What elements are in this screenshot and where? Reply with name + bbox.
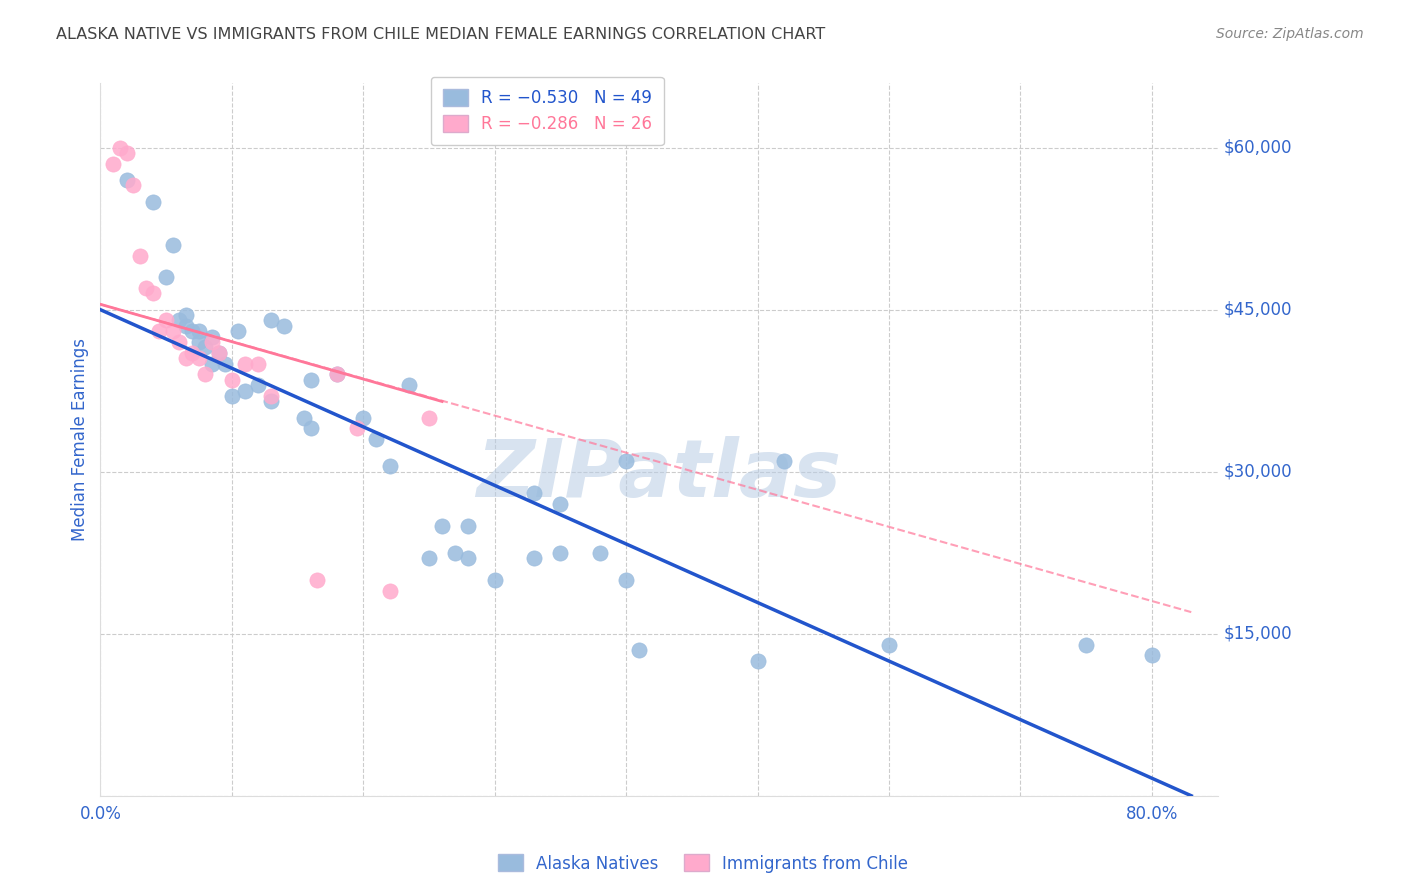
Point — [326, 368, 349, 382]
Point — [167, 335, 190, 350]
Point — [1140, 648, 1163, 663]
Text: $15,000: $15,000 — [1225, 624, 1292, 643]
Legend: R = −0.530   N = 49, R = −0.286   N = 26: R = −0.530 N = 49, R = −0.286 N = 26 — [430, 77, 664, 145]
Point — [194, 368, 217, 382]
Point — [148, 324, 170, 338]
Point — [523, 486, 546, 500]
Point — [614, 573, 637, 587]
Point — [174, 318, 197, 333]
Point — [162, 324, 184, 338]
Point — [346, 421, 368, 435]
Point — [221, 389, 243, 403]
Point — [201, 329, 224, 343]
Point — [366, 432, 388, 446]
Point — [233, 357, 256, 371]
Point — [201, 335, 224, 350]
Point — [155, 270, 177, 285]
Point — [208, 346, 231, 360]
Point — [378, 459, 401, 474]
Text: ZIPatlas: ZIPatlas — [477, 436, 841, 514]
Legend: Alaska Natives, Immigrants from Chile: Alaska Natives, Immigrants from Chile — [491, 847, 915, 880]
Point — [614, 454, 637, 468]
Point — [772, 454, 794, 468]
Point — [128, 249, 150, 263]
Point — [747, 654, 769, 668]
Point — [221, 373, 243, 387]
Y-axis label: Median Female Earnings: Median Female Earnings — [72, 338, 89, 541]
Point — [550, 546, 572, 560]
Point — [115, 146, 138, 161]
Point — [194, 341, 217, 355]
Point — [457, 551, 479, 566]
Point — [260, 394, 283, 409]
Point — [181, 324, 204, 338]
Point — [299, 373, 322, 387]
Point — [247, 357, 270, 371]
Point — [214, 357, 236, 371]
Point — [523, 551, 546, 566]
Text: Source: ZipAtlas.com: Source: ZipAtlas.com — [1216, 27, 1364, 41]
Point — [233, 384, 256, 398]
Point — [167, 313, 190, 327]
Text: $30,000: $30,000 — [1225, 463, 1292, 481]
Point — [352, 410, 374, 425]
Point — [444, 546, 467, 560]
Point — [260, 389, 283, 403]
Text: $60,000: $60,000 — [1225, 138, 1292, 157]
Point — [155, 313, 177, 327]
Point — [122, 178, 145, 193]
Point — [326, 368, 349, 382]
Point — [108, 141, 131, 155]
Point — [589, 546, 612, 560]
Point — [307, 573, 329, 587]
Point — [430, 518, 453, 533]
Point — [418, 410, 440, 425]
Point — [628, 643, 651, 657]
Point — [142, 194, 165, 209]
Point — [457, 518, 479, 533]
Point — [174, 351, 197, 366]
Point — [187, 351, 209, 366]
Point — [378, 583, 401, 598]
Point — [398, 378, 420, 392]
Point — [187, 335, 209, 350]
Point — [877, 638, 900, 652]
Point — [103, 157, 125, 171]
Point — [260, 313, 283, 327]
Point — [187, 324, 209, 338]
Point — [1074, 638, 1097, 652]
Point — [201, 357, 224, 371]
Point — [208, 346, 231, 360]
Point — [484, 573, 506, 587]
Point — [135, 281, 157, 295]
Point — [247, 378, 270, 392]
Point — [228, 324, 250, 338]
Point — [115, 173, 138, 187]
Text: $45,000: $45,000 — [1225, 301, 1292, 318]
Point — [142, 286, 165, 301]
Point — [299, 421, 322, 435]
Point — [418, 551, 440, 566]
Point — [174, 308, 197, 322]
Point — [181, 346, 204, 360]
Point — [550, 497, 572, 511]
Text: ALASKA NATIVE VS IMMIGRANTS FROM CHILE MEDIAN FEMALE EARNINGS CORRELATION CHART: ALASKA NATIVE VS IMMIGRANTS FROM CHILE M… — [56, 27, 825, 42]
Point — [292, 410, 315, 425]
Point — [162, 238, 184, 252]
Point — [273, 318, 295, 333]
